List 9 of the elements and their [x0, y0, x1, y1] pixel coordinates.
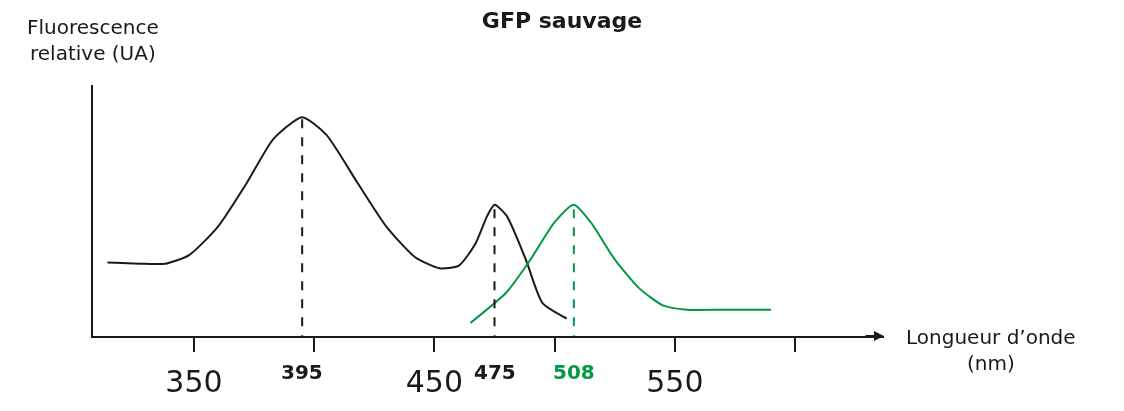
- chart-title: GFP sauvage: [481, 7, 643, 33]
- x-tick-label: 350: [165, 364, 223, 399]
- y-axis-title: Fluorescence relative (UA): [27, 15, 159, 65]
- x-tick-label: 550: [646, 364, 704, 399]
- x-tick-label: 450: [405, 364, 464, 399]
- ref-line-label: 475: [474, 360, 516, 384]
- ref-line-label: 508: [553, 360, 595, 384]
- ref-line-label: 395: [281, 360, 323, 384]
- x-axis-title: Longueur d’onde (nm): [906, 325, 1076, 375]
